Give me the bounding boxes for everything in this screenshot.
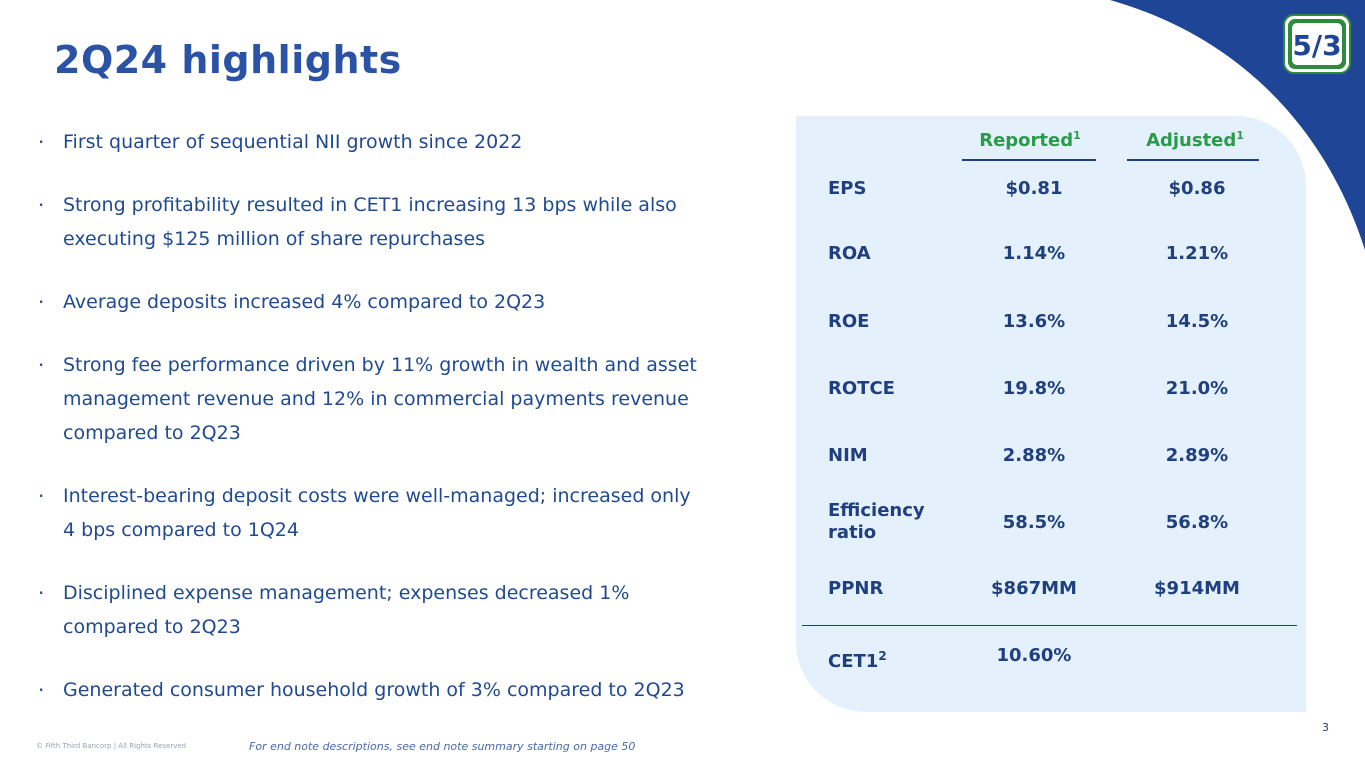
efficiency-label-line: Efficiency <box>828 500 925 521</box>
nim-reported: 2.88% <box>1002 445 1066 466</box>
bullet-item: Strong profitability resulted in CET1 in… <box>38 188 758 256</box>
page-title: 2Q24 highlights <box>54 38 402 82</box>
fifth-third-logo: 5/3 <box>1283 14 1351 74</box>
efficiency-label-line: ratio <box>828 522 877 543</box>
row-label-efficiency-ratio: Efficiency ratio <box>828 500 925 544</box>
bullet-line: Generated consumer household growth of 3… <box>63 679 685 701</box>
eps-adjusted: $0.86 <box>1168 178 1226 199</box>
roa-reported: 1.14% <box>1002 243 1066 264</box>
bullet-item: Average deposits increased 4% compared t… <box>38 285 758 319</box>
header-reported-rule <box>962 159 1096 161</box>
bullet-line: Average deposits increased 4% compared t… <box>63 291 546 313</box>
metrics-panel <box>796 116 1306 712</box>
row-label-cet1: CET12 <box>828 649 887 672</box>
row-label-roe: ROE <box>828 311 870 332</box>
bullet-line: compared to 2Q23 <box>63 422 241 444</box>
highlights-list: First quarter of sequential NII growth s… <box>38 125 758 736</box>
bullet-line: Strong profitability resulted in CET1 in… <box>63 194 677 216</box>
ppnr-reported: $867MM <box>991 578 1077 599</box>
nim-adjusted: 2.89% <box>1165 445 1229 466</box>
copyright-text: © Fifth Third Bancorp | All Rights Reser… <box>36 742 187 750</box>
bullet-line: compared to 2Q23 <box>63 616 241 638</box>
roe-reported: 13.6% <box>1002 311 1066 332</box>
bullet-line: Strong fee performance driven by 11% gro… <box>63 354 697 376</box>
endnote-text: For end note descriptions, see end note … <box>249 740 636 753</box>
eps-reported: $0.81 <box>1005 178 1063 199</box>
rotce-reported: 19.8% <box>1002 378 1066 399</box>
ppnr-adjusted: $914MM <box>1154 578 1240 599</box>
bullet-line: First quarter of sequential NII growth s… <box>63 131 523 153</box>
roe-adjusted: 14.5% <box>1165 311 1229 332</box>
roa-adjusted: 1.21% <box>1165 243 1229 264</box>
efficiency-reported: 58.5% <box>1002 512 1066 533</box>
table-divider <box>802 625 1297 626</box>
bullet-line: Disciplined expense management; expenses… <box>63 582 630 604</box>
bullet-line: 4 bps compared to 1Q24 <box>63 519 299 541</box>
row-label-ppnr: PPNR <box>828 578 884 599</box>
bullet-item: Interest-bearing deposit costs were well… <box>38 479 758 547</box>
efficiency-adjusted: 56.8% <box>1165 512 1229 533</box>
bullet-item: Strong fee performance driven by 11% gro… <box>38 348 758 450</box>
bullet-line: executing $125 million of share repurcha… <box>63 228 486 250</box>
page-number: 3 <box>1322 721 1329 734</box>
bullet-item: Generated consumer household growth of 3… <box>38 673 758 707</box>
row-label-nim: NIM <box>828 445 868 466</box>
header-adjusted-rule <box>1127 159 1259 161</box>
logo-mark: 5/3 <box>1292 29 1341 62</box>
bullet-item: First quarter of sequential NII growth s… <box>38 125 758 159</box>
rotce-adjusted: 21.0% <box>1165 378 1229 399</box>
cet1-reported: 10.60% <box>996 645 1072 666</box>
row-label-roa: ROA <box>828 243 871 264</box>
row-label-rotce: ROTCE <box>828 378 895 399</box>
header-reported: Reported1 <box>979 129 1081 151</box>
header-adjusted: Adjusted1 <box>1146 129 1244 151</box>
bullet-line: Interest-bearing deposit costs were well… <box>63 485 691 507</box>
bullet-item: Disciplined expense management; expenses… <box>38 576 758 644</box>
bullet-line: management revenue and 12% in commercial… <box>63 388 689 410</box>
row-label-eps: EPS <box>828 178 867 199</box>
